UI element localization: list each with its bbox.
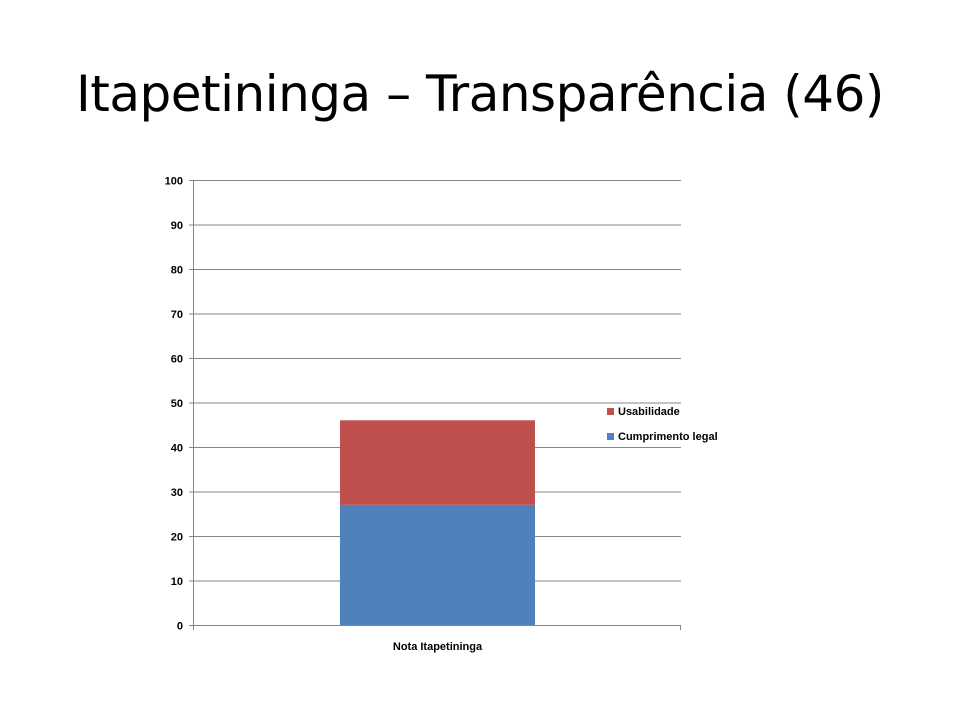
y-tick-label: 10 — [171, 576, 183, 588]
legend-swatch — [607, 408, 614, 415]
x-category-label: Nota Itapetininga — [393, 641, 483, 653]
legend-label: Usabilidade — [618, 406, 680, 418]
legend-swatch — [607, 433, 614, 440]
y-tick-label: 90 — [171, 220, 183, 232]
y-tick-label: 20 — [171, 532, 183, 544]
y-tick-label: 50 — [171, 398, 183, 410]
legend: Usabilidade Cumprimento legal — [607, 406, 718, 443]
y-tick-label: 0 — [177, 621, 183, 633]
legend-label: Cumprimento legal — [618, 431, 718, 443]
slide-title: Itapetininga – Transparência (46) — [76, 65, 884, 123]
bar-segment-usabilidade — [340, 420, 535, 505]
y-tick-label: 80 — [171, 265, 183, 277]
y-tick-label: 40 — [171, 443, 183, 455]
y-tick-label: 60 — [171, 354, 183, 366]
bar-segment-cumprimento-legal — [340, 504, 535, 625]
bars — [340, 420, 535, 625]
y-tick-label: 30 — [171, 487, 183, 499]
y-tick-label: 70 — [171, 309, 183, 321]
y-tick-label: 100 — [165, 176, 183, 188]
axes: 0 10 20 30 40 50 60 70 80 90 100 Nota Itapetininga — [165, 176, 681, 653]
